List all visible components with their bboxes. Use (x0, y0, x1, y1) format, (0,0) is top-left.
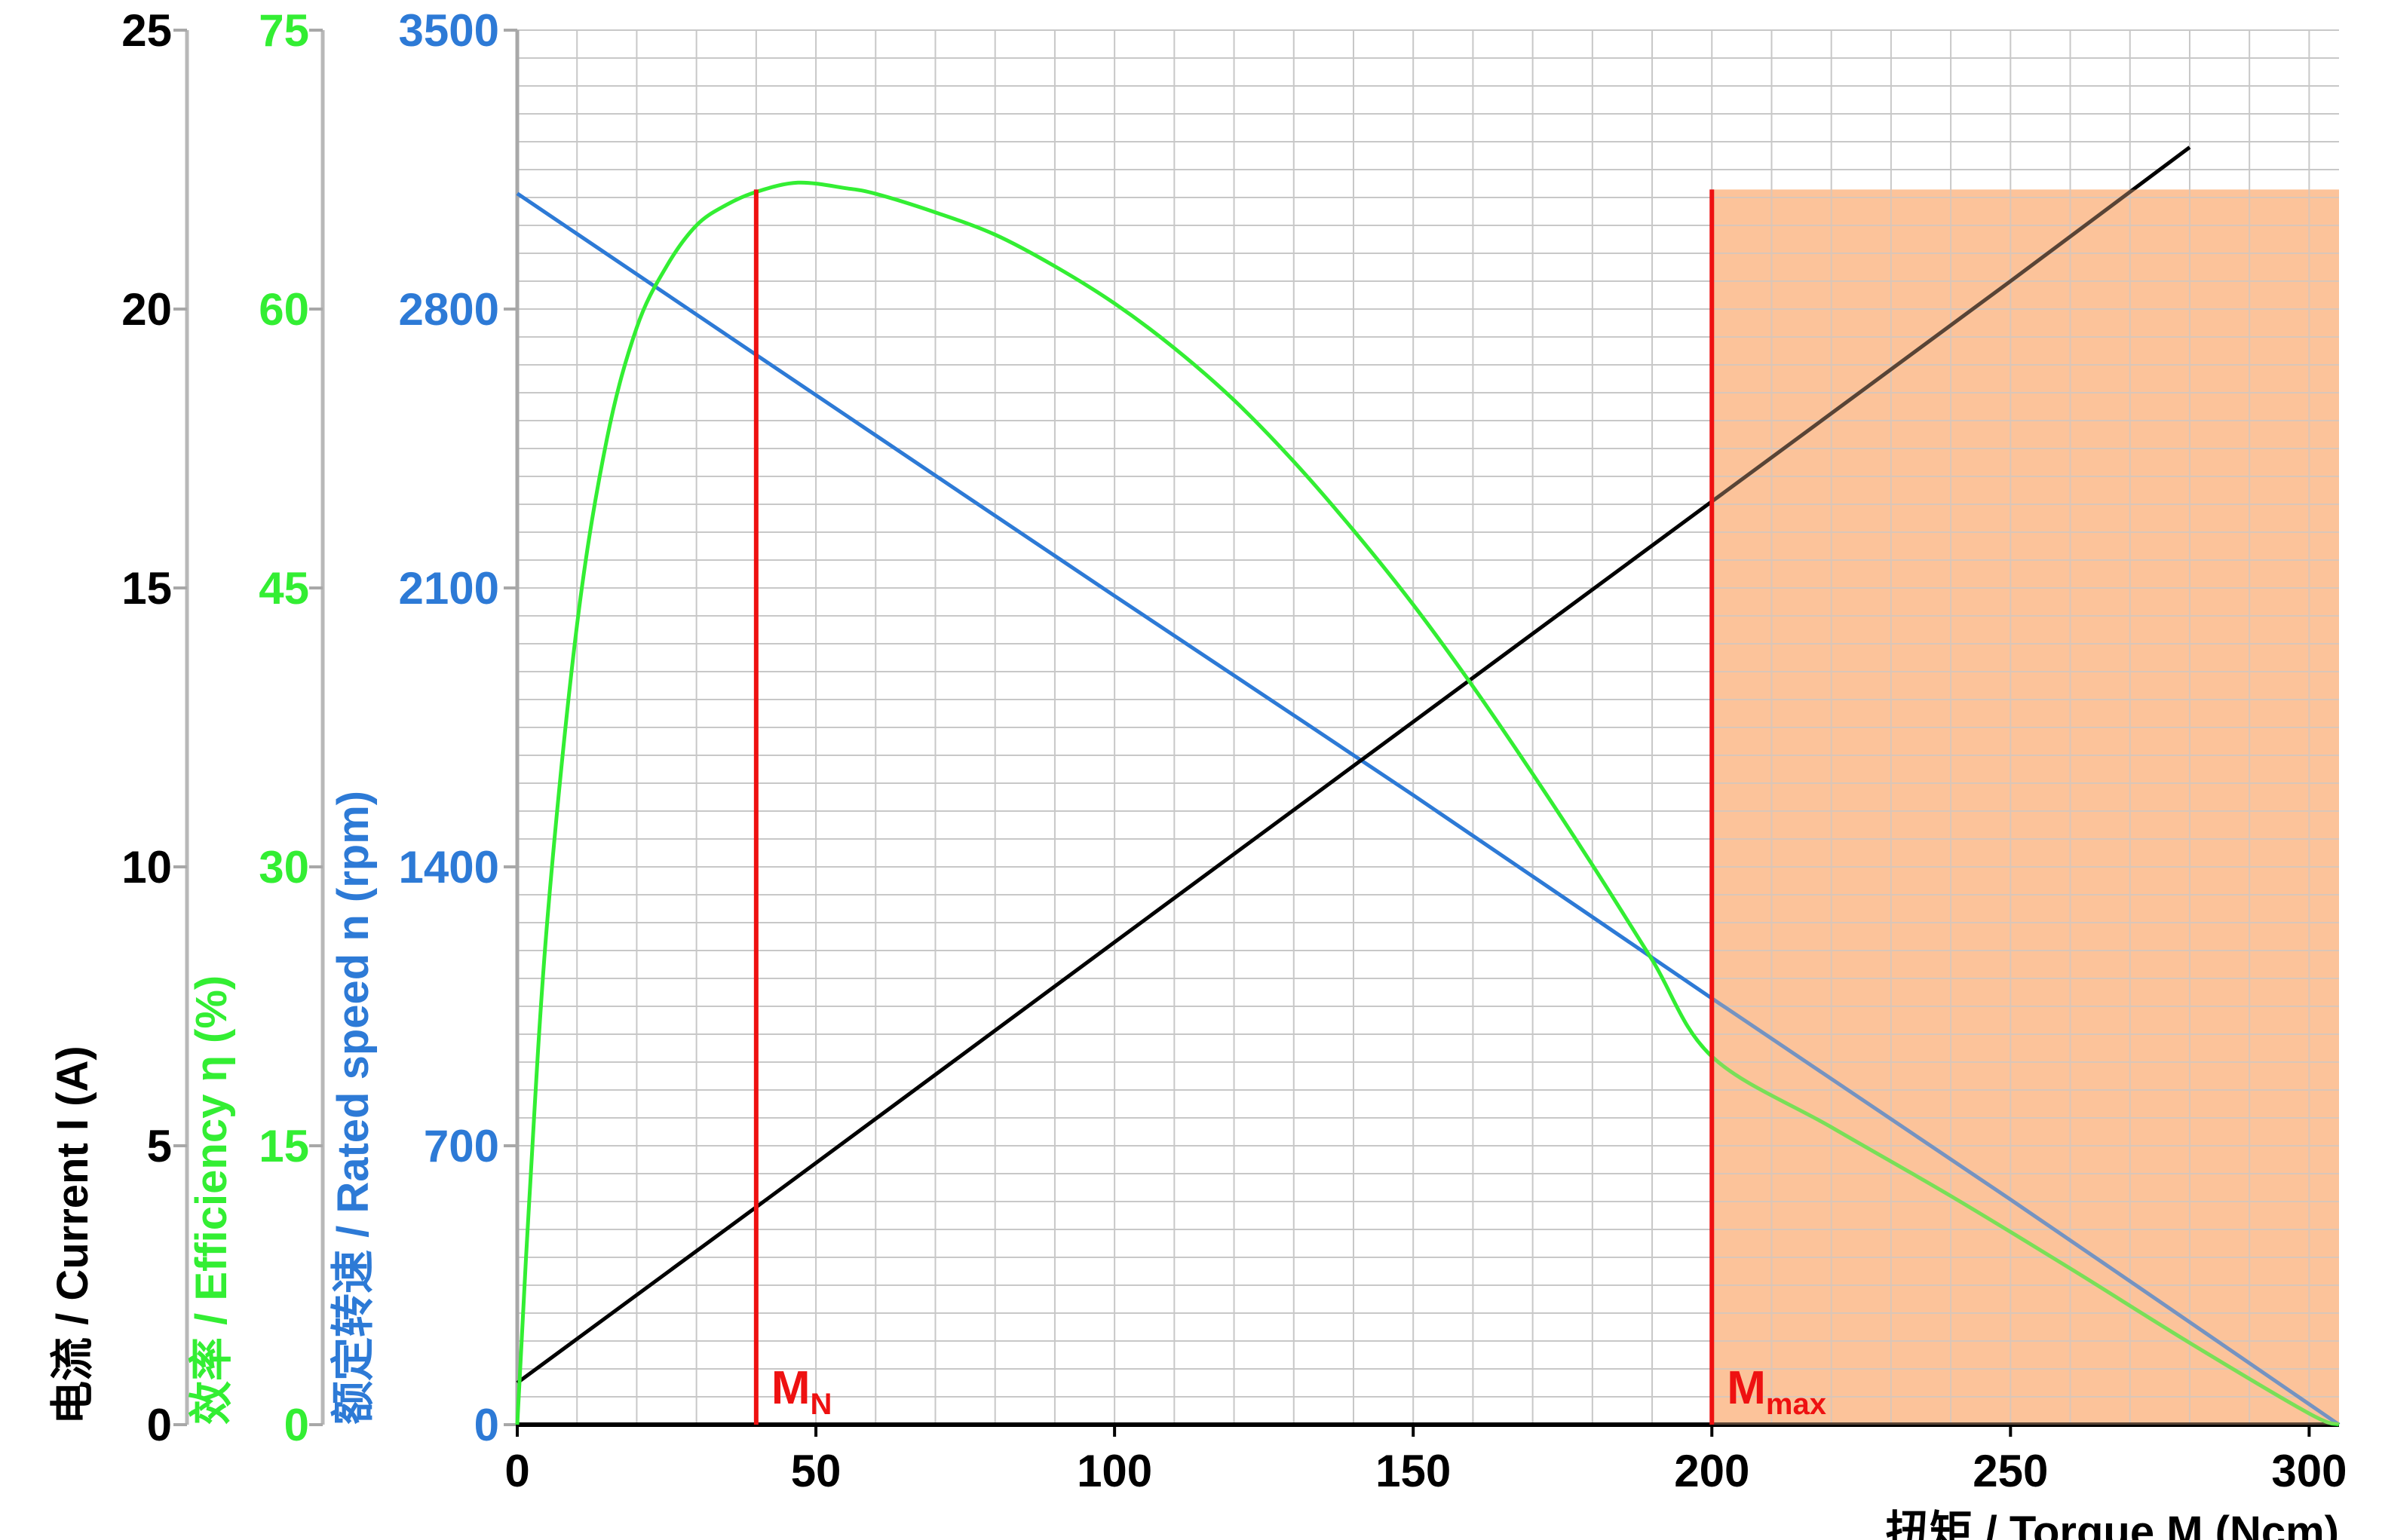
efficiency-tick-label: 0 (284, 1400, 309, 1450)
x-tick-label: 50 (791, 1446, 842, 1496)
efficiency-tick-label: 45 (259, 563, 309, 614)
axes: 0510152025015304560750700140021002800350… (121, 5, 2347, 1496)
current-tick-label: 5 (147, 1121, 172, 1171)
overload-region-tint (1712, 189, 2339, 1425)
speed-tick-label: 700 (424, 1121, 499, 1171)
marker-label-max: Mmax (1727, 1362, 1826, 1421)
current-axis-title: 电流 / Current I (A) (48, 1046, 97, 1425)
x-axis-title: 扭矩 / Torque M (Ncm) (1886, 1508, 2339, 1540)
speed-series-line (516, 191, 2341, 1427)
x-tick-label: 200 (1674, 1446, 1749, 1496)
efficiency-axis-title: 效率 / Efficiency η (%) (187, 975, 236, 1425)
series-lines (515, 145, 2341, 1427)
grid (517, 29, 2339, 1425)
axis-labels: 电流 / Current I (A) 效率 / Efficiency η (%) 额… (48, 791, 2339, 1540)
x-tick-label: 150 (1375, 1446, 1451, 1496)
x-tick-label: 100 (1077, 1446, 1152, 1496)
overload-region-rect (1712, 189, 2339, 1425)
current-tick-label: 15 (121, 563, 172, 614)
current-series-line (516, 145, 2191, 1385)
efficiency-tick-label: 60 (259, 284, 309, 335)
speed-tick-label: 2800 (399, 284, 499, 335)
current-tick-label: 10 (121, 842, 172, 892)
x-tick-label: 300 (2271, 1446, 2347, 1496)
x-tick-label: 0 (504, 1446, 529, 1496)
efficiency-tick-label: 75 (259, 5, 309, 56)
efficiency-series-line (515, 180, 2340, 1427)
torque-markers: MN Mmax (753, 189, 1826, 1425)
speed-tick-label: 3500 (399, 5, 499, 56)
speed-tick-label: 0 (474, 1400, 499, 1450)
current-tick-label: 0 (147, 1400, 172, 1450)
speed-axis-title: 额定转速 / Rated speed n (rpm) (329, 791, 378, 1425)
current-tick-label: 20 (121, 284, 172, 335)
overload-region (1712, 189, 2339, 1425)
efficiency-tick-label: 30 (259, 842, 309, 892)
marker-label-n: MN (771, 1362, 832, 1421)
x-tick-label: 250 (1973, 1446, 2048, 1496)
speed-tick-label: 2100 (399, 563, 499, 614)
current-tick-label: 25 (121, 5, 172, 56)
speed-tick-label: 1400 (399, 842, 499, 892)
efficiency-tick-label: 15 (259, 1121, 309, 1171)
